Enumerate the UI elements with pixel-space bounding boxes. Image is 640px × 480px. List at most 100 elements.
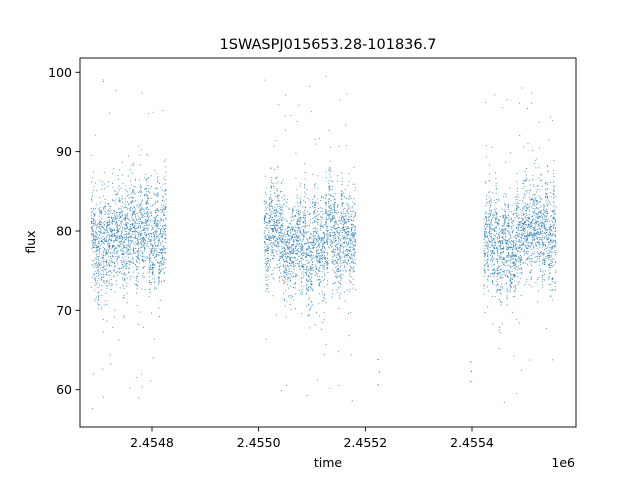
data-point: [150, 380, 152, 382]
data-point: [285, 316, 287, 318]
data-point: [137, 281, 139, 283]
data-point: [130, 201, 132, 203]
data-point: [146, 208, 148, 210]
data-point: [352, 248, 354, 251]
data-point: [285, 243, 287, 246]
data-point: [346, 256, 348, 258]
data-point: [490, 238, 492, 240]
data-point: [489, 207, 491, 209]
data-point: [306, 273, 308, 275]
data-point: [316, 273, 319, 275]
data-point: [305, 274, 307, 276]
data-point: [163, 214, 165, 216]
data-point: [124, 219, 126, 221]
data-point: [514, 242, 516, 244]
data-point: [103, 261, 105, 263]
data-point: [322, 247, 324, 250]
data-point: [113, 219, 115, 221]
data-point: [107, 223, 109, 225]
data-point: [299, 267, 301, 269]
data-point: [155, 222, 157, 224]
data-point: [114, 309, 116, 311]
data-point: [148, 266, 150, 268]
data-point: [131, 213, 133, 215]
data-point: [150, 261, 152, 263]
data-point: [131, 193, 133, 195]
data-point: [116, 251, 119, 253]
data-point: [339, 244, 341, 246]
data-point: [279, 277, 281, 279]
data-point: [500, 276, 502, 278]
data-point: [306, 394, 308, 396]
data-point: [348, 231, 350, 233]
data-point: [129, 244, 131, 246]
data-point: [308, 314, 310, 316]
data-point: [270, 236, 272, 238]
data-point: [326, 280, 328, 282]
data-point: [294, 283, 296, 285]
data-point: [101, 226, 103, 228]
data-point: [504, 231, 506, 233]
data-point: [342, 192, 345, 194]
data-point: [276, 177, 278, 179]
data-point: [264, 242, 266, 244]
data-point: [131, 197, 133, 199]
data-point: [269, 264, 271, 266]
data-point: [341, 218, 343, 220]
data-point: [331, 243, 333, 245]
data-point: [102, 238, 104, 241]
data-point: [324, 235, 326, 237]
data-point: [507, 298, 509, 300]
data-point: [304, 217, 306, 219]
data-point: [139, 230, 141, 232]
data-point: [96, 255, 98, 257]
data-point: [301, 262, 303, 264]
data-point: [147, 198, 149, 200]
data-point: [91, 226, 93, 228]
data-point: [94, 271, 96, 273]
data-point: [349, 215, 351, 217]
data-point: [491, 255, 493, 257]
data-point: [288, 256, 290, 258]
data-point: [272, 295, 274, 297]
data-point: [300, 183, 302, 185]
data-point: [305, 279, 307, 281]
data-point: [102, 235, 104, 238]
data-point: [505, 233, 507, 235]
data-point: [493, 199, 495, 201]
data-point: [126, 224, 128, 226]
data-point: [350, 233, 352, 235]
data-point: [138, 259, 140, 261]
data-point: [141, 386, 143, 388]
data-point: [144, 256, 146, 258]
data-point: [126, 195, 128, 197]
data-point: [341, 202, 343, 205]
data-point: [143, 228, 146, 230]
data-point: [509, 235, 512, 237]
data-point: [165, 258, 167, 261]
data-point: [128, 194, 130, 196]
data-point: [506, 225, 508, 227]
data-point: [500, 277, 502, 279]
data-point: [131, 240, 133, 242]
data-point: [310, 234, 312, 236]
data-point: [337, 264, 339, 266]
data-point: [498, 218, 500, 220]
data-point: [316, 260, 319, 263]
data-point: [281, 225, 283, 227]
data-point: [285, 235, 287, 237]
data-point: [324, 265, 326, 267]
data-point: [265, 276, 267, 279]
data-point: [138, 258, 140, 260]
data-point: [304, 264, 306, 266]
data-point: [287, 280, 289, 282]
data-point: [312, 252, 314, 254]
data-point: [116, 258, 118, 260]
data-point: [499, 332, 501, 334]
data-point: [292, 243, 294, 246]
data-point: [156, 188, 158, 190]
data-point: [316, 238, 318, 240]
data-point: [334, 201, 336, 204]
data-point: [99, 253, 101, 255]
data-point: [353, 198, 355, 200]
